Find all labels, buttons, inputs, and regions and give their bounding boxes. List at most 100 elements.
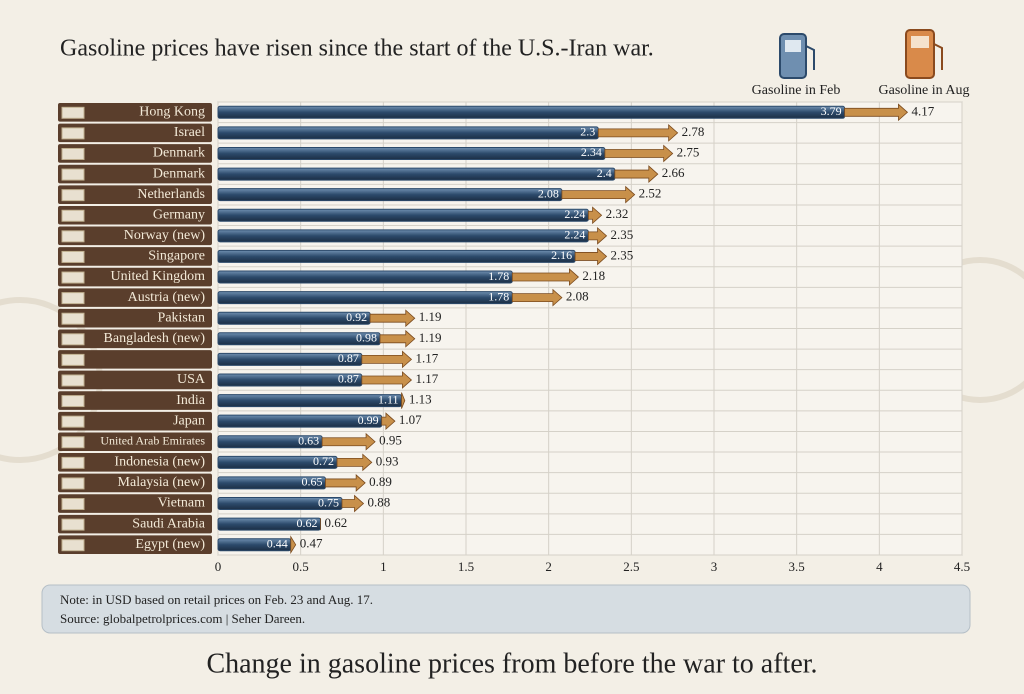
flag [61, 106, 85, 119]
bar [217, 167, 616, 181]
note: Source: globalpetrolprices.com | Seher D… [60, 611, 305, 626]
category-plate [58, 350, 212, 369]
aug-value-label: 2.75 [677, 144, 700, 159]
change-arrow [361, 371, 413, 389]
category-label: Germany [153, 207, 205, 222]
category-plate [58, 288, 212, 307]
flag [61, 271, 85, 284]
x-tick-label: 4.5 [954, 559, 970, 574]
flag [61, 374, 85, 387]
aug-value-label: 0.95 [379, 433, 402, 448]
pump-icon-feb [779, 33, 815, 79]
aug-value-label: 0.89 [369, 474, 392, 489]
feb-value-label: 0.63 [298, 434, 319, 448]
category-plate [58, 432, 212, 452]
feb-value-label: 2.24 [564, 207, 585, 221]
category-label: USA [177, 372, 206, 387]
bar [217, 270, 513, 284]
feb-value-label: 2.4 [597, 166, 612, 180]
aug-value-label: 2.18 [582, 268, 605, 283]
change-arrow [325, 474, 366, 492]
category-plate [58, 144, 212, 163]
category-label: India [176, 393, 206, 408]
flag [61, 518, 85, 531]
category-label: Bangladesh (new) [104, 331, 206, 346]
category-label: Denmark [153, 166, 205, 181]
flag [61, 498, 85, 511]
x-tick-label: 0 [215, 559, 222, 574]
category-plate [58, 205, 212, 225]
note-box [41, 584, 971, 634]
aug-value-label: 0.47 [300, 536, 323, 551]
flag [61, 477, 85, 490]
aug-value-label: 1.19 [419, 309, 442, 324]
change-arrow [401, 392, 406, 409]
aug-value-label: 1.07 [399, 412, 422, 427]
flag [61, 415, 85, 428]
bar [217, 105, 846, 119]
change-arrow [321, 432, 376, 451]
flag [61, 127, 85, 140]
category-label: Israel [174, 125, 205, 140]
flag [61, 456, 85, 469]
category-plate [58, 514, 212, 534]
bar [217, 188, 563, 202]
bar [217, 208, 589, 222]
change-arrow [361, 350, 413, 369]
category-plate [58, 247, 212, 266]
category-plate [58, 226, 212, 246]
pump-icon-aug [905, 29, 943, 79]
feb-value-label: 2.08 [538, 186, 559, 200]
aug-value-label: 4.17 [911, 103, 934, 118]
flag [61, 312, 85, 325]
change-arrow [511, 288, 563, 307]
feb-value-label: 2.34 [581, 145, 602, 159]
flag [61, 436, 85, 449]
change-arrow [341, 494, 365, 513]
category-label: United Kingdom [111, 269, 206, 284]
category-plate [58, 103, 212, 122]
bar [217, 146, 606, 160]
x-tick-label: 2.5 [623, 559, 639, 574]
category-plate [58, 370, 212, 390]
x-tick-label: 1 [380, 559, 387, 574]
x-tick-label: 2 [545, 559, 552, 574]
aug-value-label: 2.32 [606, 206, 629, 221]
category-plate [58, 473, 212, 493]
change-arrow [614, 165, 659, 183]
chart-title: Gasoline prices have risen since the sta… [60, 36, 654, 62]
category-label: United Arab Emirates [100, 434, 205, 448]
legend-label: Gasoline in Feb [752, 83, 841, 98]
aug-value-label: 0.62 [325, 515, 348, 530]
category-label: Austria (new) [128, 290, 206, 305]
feb-value-label: 2.3 [580, 125, 595, 139]
bar [217, 249, 576, 263]
feb-value-label: 0.72 [313, 454, 334, 468]
category-plate [58, 164, 212, 184]
change-arrow [597, 123, 679, 142]
category-label: Japan [173, 413, 205, 428]
category-plate [58, 329, 212, 349]
category-plate [58, 535, 212, 554]
aug-value-label: 1.17 [415, 371, 438, 386]
category-label: Malaysia (new) [118, 475, 206, 490]
aug-value-label: 2.78 [682, 124, 705, 139]
feb-value-label: 0.65 [301, 475, 322, 489]
aug-value-label: 0.88 [367, 495, 390, 510]
change-arrow [511, 268, 580, 286]
flag [61, 250, 85, 263]
aug-value-label: 2.08 [566, 289, 589, 304]
bar [217, 394, 403, 408]
category-label: Saudi Arabia [132, 516, 205, 531]
flag [61, 147, 85, 160]
bar [217, 229, 589, 243]
feb-value-label: 0.87 [338, 372, 359, 386]
legend-label: Gasoline in Aug [879, 83, 970, 98]
category-plate [58, 494, 212, 513]
feb-value-label: 1.78 [488, 269, 509, 283]
category-label: Pakistan [158, 310, 205, 325]
change-arrow [587, 226, 608, 245]
feb-value-label: 0.62 [297, 516, 318, 530]
